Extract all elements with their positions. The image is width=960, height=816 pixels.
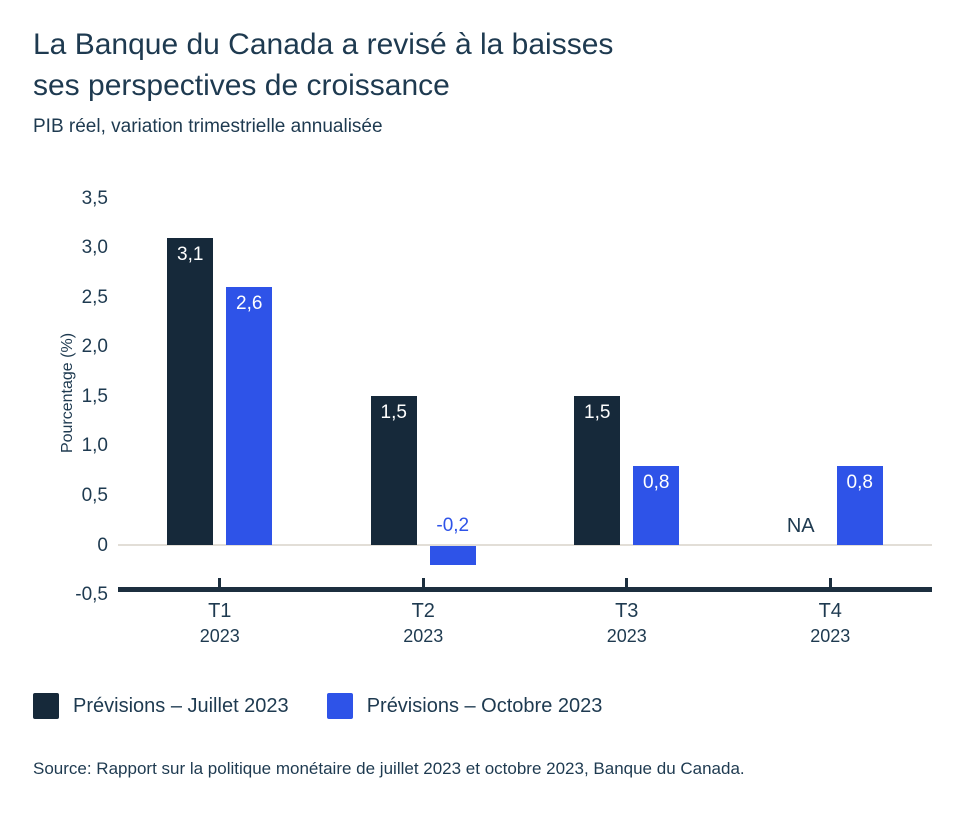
source-note: Source: Rapport sur la politique monétai…: [33, 759, 745, 778]
legend-label-juillet: Prévisions – Juillet 2023: [73, 694, 289, 717]
legend-label-octobre: Prévisions – Octobre 2023: [366, 694, 603, 717]
chart-subtitle: PIB réel, variation trimestrielle annual…: [33, 116, 383, 137]
legend-item-juillet: Prévisions – Juillet 2023: [33, 693, 289, 719]
x-label-quarter: T1: [208, 600, 232, 622]
zero-gridline: [118, 544, 932, 546]
x-axis-tick: [625, 578, 629, 587]
bar-value-octobre-t3: 0,8: [643, 471, 670, 493]
bar-octobre-t3: [633, 465, 680, 545]
legend-swatch-juillet: [33, 693, 59, 719]
y-tick-label: 0: [97, 534, 108, 556]
x-label-year: 2023: [606, 626, 647, 646]
bar-value-octobre-t2: -0,2: [436, 515, 470, 536]
bar-octobre-t4: [836, 465, 883, 545]
y-tick-label: 0,5: [81, 484, 108, 506]
y-tick-label: 3,5: [81, 187, 108, 209]
x-axis-tick: [828, 578, 832, 587]
x-axis-line: [118, 587, 932, 592]
bar-value-octobre-t4: 0,8: [846, 471, 873, 493]
x-label-quarter: T2: [411, 600, 435, 622]
x-label-year: 2023: [810, 626, 851, 646]
chart-title-line2: ses perspectives de croissance: [33, 69, 450, 102]
bar-octobre-t2: [429, 546, 476, 565]
legend: Prévisions – Juillet 2023 Prévisions – Oc…: [33, 693, 602, 719]
bar-value-juillet-t2: 1,5: [380, 402, 407, 424]
legend-swatch-octobre: [326, 693, 353, 719]
bar-value-juillet-t1: 3,1: [177, 243, 204, 265]
bar-juillet-t2: [370, 396, 417, 545]
bar-value-octobre-t1: 2,6: [236, 293, 263, 315]
y-tick-label: 1,5: [81, 385, 108, 407]
chart-title: La Banque du Canada a revisé à la baisse…: [33, 24, 613, 106]
bar-value-juillet-t3: 1,5: [584, 402, 611, 424]
y-tick-label: 1,0: [81, 435, 108, 457]
y-tick-label: 2,5: [81, 286, 108, 308]
x-label-quarter: T4: [818, 600, 842, 622]
bar-octobre-t1: [226, 287, 273, 545]
y-tick-label: -0,5: [75, 584, 108, 606]
y-tick-label: 2,0: [81, 336, 108, 358]
bar-juillet-t1: [167, 237, 214, 545]
x-label-quarter: T3: [615, 600, 639, 622]
legend-item-octobre: Prévisions – Octobre 2023: [326, 693, 603, 719]
na-label-juillet-t4: NA: [786, 515, 815, 537]
x-axis-tick: [421, 578, 425, 587]
x-label-year: 2023: [403, 626, 444, 646]
x-axis-tick: [218, 578, 222, 587]
y-tick-label: 3,0: [81, 237, 108, 259]
x-label-year: 2023: [199, 626, 240, 646]
chart-title-line1: La Banque du Canada a revisé à la baisse…: [33, 28, 614, 61]
bar-juillet-t3: [574, 396, 621, 545]
